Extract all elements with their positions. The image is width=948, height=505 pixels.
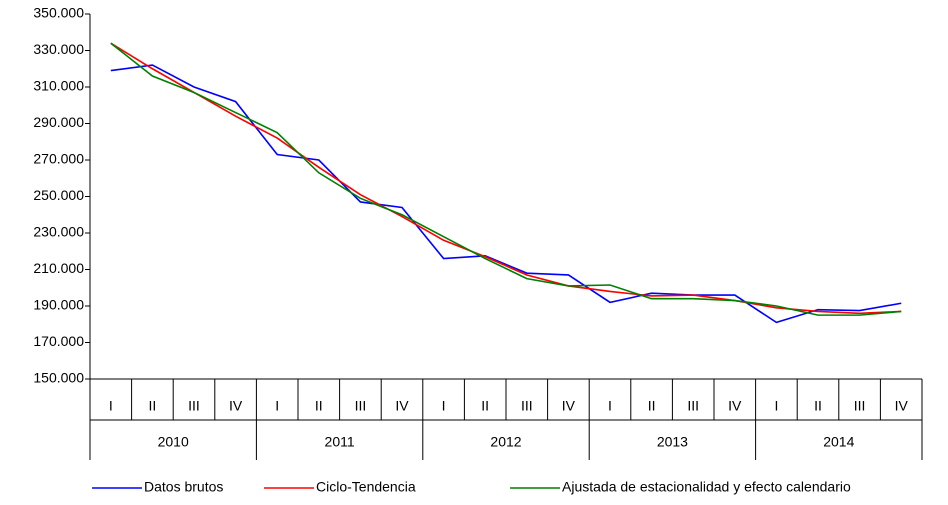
x-tick-label: III	[687, 398, 699, 414]
x-tick-label: IV	[562, 398, 576, 414]
series-line	[110, 42, 902, 315]
x-tick-label: III	[854, 398, 866, 414]
y-tick-label: 290.000	[33, 114, 84, 130]
x-tick-label: III	[355, 398, 367, 414]
y-tick-label: 210.000	[33, 260, 84, 276]
year-label: 2011	[325, 434, 355, 450]
legend-label: Ciclo-Tendencia	[316, 479, 416, 495]
y-tick-label: 270.000	[33, 151, 84, 167]
y-tick-label: 190.000	[33, 297, 84, 313]
x-tick-label: IV	[395, 398, 409, 414]
y-tick-label: 250.000	[33, 187, 84, 203]
x-tick-label: I	[608, 398, 612, 414]
y-tick-label: 310.000	[33, 78, 84, 94]
series-line	[110, 64, 902, 324]
x-tick-label: II	[315, 398, 323, 414]
x-tick-label: III	[521, 398, 533, 414]
legend-label: Ajustada de estacionalidad y efecto cale…	[562, 479, 851, 495]
x-tick-label: I	[275, 398, 279, 414]
year-label: 2012	[490, 434, 521, 450]
y-tick-label: 150.000	[33, 370, 84, 386]
x-tick-label: II	[648, 398, 656, 414]
y-tick-label: 170.000	[33, 333, 84, 349]
year-label: 2010	[158, 434, 189, 450]
legend-label: Datos brutos	[144, 479, 223, 495]
y-tick-label: 230.000	[33, 224, 84, 240]
x-tick-label: I	[109, 398, 113, 414]
y-tick-label: 350.000	[33, 5, 84, 21]
x-tick-label: II	[149, 398, 157, 414]
x-tick-label: II	[814, 398, 822, 414]
x-tick-label: III	[188, 398, 200, 414]
x-tick-label: IV	[229, 398, 243, 414]
x-tick-label: IV	[728, 398, 742, 414]
year-label: 2014	[823, 434, 854, 450]
x-tick-label: IV	[895, 398, 909, 414]
x-tick-label: II	[481, 398, 489, 414]
x-tick-label: I	[442, 398, 446, 414]
x-tick-label: I	[774, 398, 778, 414]
year-label: 2013	[657, 434, 688, 450]
y-tick-label: 330.000	[33, 41, 84, 57]
series-line	[110, 42, 902, 316]
